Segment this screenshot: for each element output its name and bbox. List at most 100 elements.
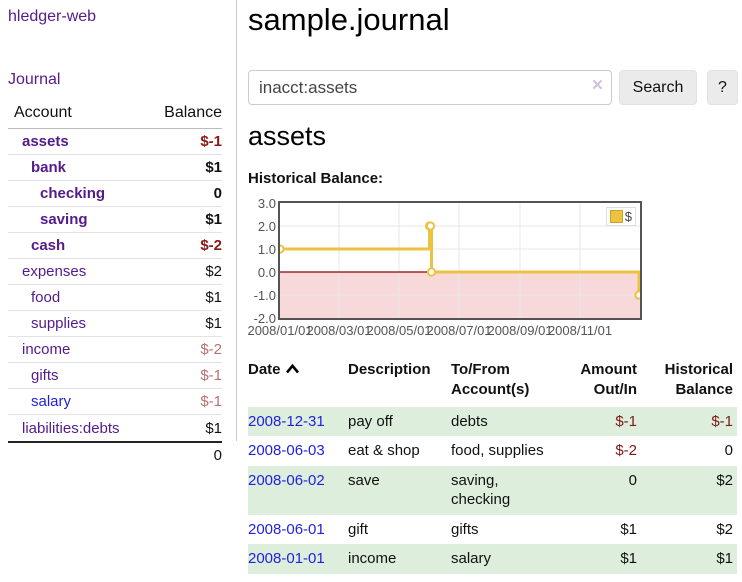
x-axis-tick-label: 2008/03/01: [306, 323, 372, 338]
account-balance: $2: [205, 263, 222, 280]
account-row: gifts $-1: [8, 363, 222, 389]
legend-series-swatch: [609, 210, 623, 223]
help-button[interactable]: ?: [707, 70, 738, 105]
account-link[interactable]: bank: [31, 159, 67, 176]
account-link[interactable]: saving: [40, 211, 88, 228]
account-balance: $1: [205, 159, 222, 176]
transaction-date-cell: 2008-06-03: [248, 436, 348, 466]
account-balance: $-1: [200, 393, 222, 410]
description-column-header: Description: [348, 361, 431, 378]
sidebar: hledger-web Journal Account Balance asse…: [0, 0, 237, 464]
transaction-date-cell: 2008-12-31: [248, 407, 348, 437]
chart-x-axis-labels: 2008/01/01 2008/03/01 2008/05/01 2008/07/01…: [247, 323, 640, 341]
account-heading: assets: [248, 121, 327, 151]
account-link[interactable]: expenses: [22, 263, 87, 280]
account-balance-table: Account Balance assets $-1 bank $1 check…: [8, 102, 222, 467]
transaction-date-cell: 2008-06-02: [248, 466, 348, 515]
transaction-row: 2008-06-01 gift gifts $1 $2: [248, 515, 737, 545]
transaction-amount: $1: [620, 520, 637, 538]
x-axis-tick-label: 2008/11/01: [547, 323, 613, 338]
transaction-description: income: [348, 550, 397, 567]
data-point-marker: [425, 221, 436, 231]
y-axis-tick-label: -2.0: [253, 311, 276, 326]
transaction-date-link[interactable]: 2008-06-02: [248, 471, 325, 489]
account-table-header: Account Balance: [8, 102, 222, 129]
account-link[interactable]: checking: [40, 185, 106, 202]
balance-chart-svg: [280, 203, 640, 318]
transaction-date-cell: 2008-06-01: [248, 515, 348, 545]
total-balance: 0: [213, 446, 222, 464]
amount-column-header: Amount Out/In: [580, 361, 637, 399]
transaction-date-link[interactable]: 2008-01-01: [248, 550, 325, 567]
search-box: ×: [248, 70, 612, 105]
account-balance: $1: [205, 211, 222, 228]
account-link[interactable]: liabilities:debts: [22, 419, 120, 437]
account-link[interactable]: salary: [31, 393, 72, 410]
register-header-row: Date Description To/From Account(s) Amou…: [248, 360, 737, 407]
search-button[interactable]: Search: [619, 70, 697, 105]
account-balance: $-1: [200, 367, 222, 384]
chart-title: Historical Balance:: [248, 170, 384, 187]
account-row: saving $1: [8, 207, 222, 233]
balance-column-header: Historical Balance: [664, 361, 733, 399]
transaction-balance: $2: [716, 471, 733, 489]
transaction-amount: $-1: [615, 412, 637, 430]
page-title: sample.journal: [248, 2, 450, 37]
x-axis-tick-label: 2008/05/01: [366, 323, 432, 338]
search-form: × Search ?: [248, 70, 738, 105]
transaction-row: 2008-06-03 eat & shop food, supplies $-2…: [248, 436, 737, 466]
transaction-row: 2008-12-31 pay off debts $-1 $-1: [248, 406, 737, 437]
account-link[interactable]: income: [22, 341, 71, 358]
chart-legend: $: [605, 207, 636, 226]
balance-column-header: Balance: [164, 104, 222, 121]
account-balance: $-2: [200, 237, 222, 254]
register-table: Date Description To/From Account(s) Amou…: [248, 360, 737, 574]
account-row: expenses $2: [8, 259, 222, 285]
transaction-amount: $1: [620, 550, 637, 567]
clear-search-icon[interactable]: ×: [591, 75, 603, 96]
transaction-accounts: saving, checking: [451, 471, 511, 509]
account-link[interactable]: food: [31, 289, 61, 306]
account-balance: $1: [205, 289, 222, 306]
search-input[interactable]: [248, 70, 612, 105]
data-point-marker: [634, 290, 640, 300]
account-row: checking 0: [8, 181, 222, 207]
accounts-column-header: To/From Account(s): [451, 361, 530, 399]
account-total-row: 0: [8, 441, 222, 467]
y-axis-tick-label: 2.0: [257, 219, 276, 234]
account-row: assets $-1: [8, 129, 222, 155]
account-link[interactable]: assets: [22, 133, 69, 150]
transaction-row: 2008-01-01 income salary $1 $1: [248, 544, 737, 574]
transaction-accounts: food, supplies: [451, 442, 544, 459]
legend-series-label: $: [624, 209, 632, 224]
account-balance: $-2: [200, 341, 222, 358]
y-axis-tick-label: -1.0: [253, 288, 276, 303]
data-point-marker: [280, 244, 285, 254]
transaction-description: gift: [348, 520, 369, 538]
account-link[interactable]: supplies: [31, 315, 87, 332]
account-row: liabilities:debts $1: [8, 415, 222, 441]
sidebar-item-journal[interactable]: Journal: [8, 71, 61, 88]
x-axis-tick-label: 2008/01/01: [247, 323, 313, 338]
transaction-date-link[interactable]: 2008-06-01: [248, 520, 325, 538]
x-axis-tick-label: 2008/09/01: [487, 323, 553, 338]
y-axis-tick-label: 1.0: [257, 242, 276, 257]
account-row: salary $-1: [8, 389, 222, 415]
account-row: food $1: [8, 285, 222, 311]
transaction-balance: $1: [716, 550, 733, 567]
transaction-date-link[interactable]: 2008-06-03: [248, 442, 325, 459]
transaction-date-link[interactable]: 2008-12-31: [248, 412, 325, 430]
chart-plot-area: $: [278, 201, 642, 320]
transaction-description: save: [348, 471, 380, 489]
transaction-accounts: salary: [451, 550, 492, 567]
app-title-link[interactable]: hledger-web: [8, 8, 97, 25]
chart-y-axis-labels: 3.0 2.0 1.0 0.0 -1.0 -2.0: [248, 196, 276, 326]
date-sort-link[interactable]: Date: [248, 361, 281, 378]
account-link[interactable]: cash: [31, 237, 66, 254]
data-point-marker: [426, 267, 437, 277]
transaction-date-cell: 2008-01-01: [248, 544, 348, 574]
account-column-header: Account: [14, 104, 72, 121]
account-link[interactable]: gifts: [31, 367, 59, 384]
transaction-description: pay off: [348, 412, 393, 430]
date-column-header[interactable]: Date: [248, 360, 348, 407]
